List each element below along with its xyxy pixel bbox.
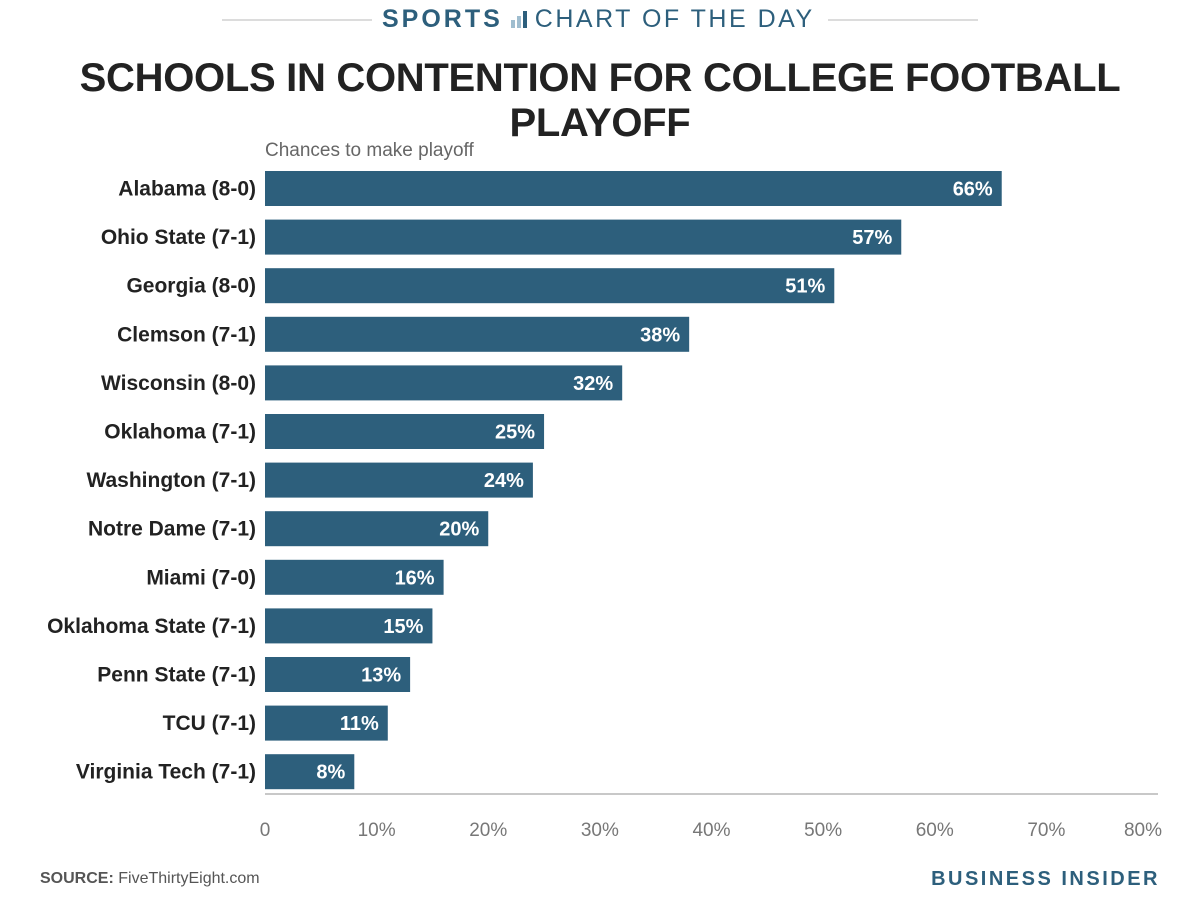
section-brand: SPORTS CHART OF THE DAY (382, 4, 815, 34)
value-label-1: 57% (852, 227, 892, 249)
bar-8 (265, 559, 444, 595)
bar-7 (265, 511, 489, 547)
bar-3 (265, 316, 690, 352)
bar-2 (265, 268, 835, 304)
banner-rule-right (828, 19, 978, 21)
banner-rule-left (222, 19, 372, 21)
section-name: SPORTS (382, 4, 503, 33)
x-tick-label-4: 40% (692, 820, 730, 841)
category-label-5: Oklahoma (7-1) (104, 421, 256, 444)
x-tick-label-0: 0 (260, 820, 271, 841)
bar-4 (265, 365, 623, 401)
x-tick-label-8: 80% (1124, 820, 1162, 841)
category-label-11: TCU (7-1) (163, 712, 256, 735)
source-note: SOURCE: FiveThirtyEight.com (40, 870, 260, 888)
value-label-12: 8% (316, 762, 345, 784)
category-label-0: Alabama (8-0) (118, 178, 256, 201)
category-label-6: Washington (7-1) (86, 469, 256, 492)
value-label-4: 32% (573, 373, 613, 395)
chart-banner: SPORTS CHART OF THE DAY (0, 4, 1200, 34)
bar-12 (265, 754, 355, 790)
section-series: CHART OF THE DAY (534, 4, 815, 33)
value-label-2: 51% (785, 276, 825, 298)
source-value: FiveThirtyEight.com (118, 870, 260, 887)
value-label-6: 24% (484, 470, 524, 492)
category-label-7: Notre Dame (7-1) (88, 518, 256, 541)
source-label: SOURCE: (40, 870, 114, 887)
bar-chart: Alabama (8-0) 66% Ohio State (7-1) 57% Georg… (47, 171, 1162, 841)
value-label-0: 66% (953, 179, 993, 201)
chart-title: SCHOOLS IN CONTENTION FOR COLLEGE FOOTBA… (79, 56, 1121, 145)
bar-0 (265, 171, 1002, 206)
x-tick-label-3: 30% (581, 820, 619, 841)
value-label-8: 16% (395, 567, 435, 589)
category-label-3: Clemson (7-1) (117, 323, 256, 346)
chart-subtitle: Chances to make playoff (265, 140, 474, 161)
category-label-8: Miami (7-0) (146, 566, 256, 589)
bar-chart-icon (510, 10, 527, 28)
x-tick-label-5: 50% (804, 820, 842, 841)
value-label-7: 20% (439, 519, 479, 541)
category-label-4: Wisconsin (8-0) (101, 372, 256, 395)
category-label-12: Virginia Tech (7-1) (76, 761, 256, 784)
bar-6 (265, 462, 533, 498)
value-label-9: 15% (383, 616, 423, 638)
business-insider-logo: BUSINESS INSIDER (931, 868, 1160, 890)
value-label-5: 25% (495, 422, 535, 444)
category-label-9: Oklahoma State (7-1) (47, 615, 256, 638)
bar-10 (265, 657, 411, 692)
x-tick-label-6: 60% (916, 820, 954, 841)
bar-5 (265, 414, 545, 449)
value-label-3: 38% (640, 324, 680, 346)
category-label-10: Penn State (7-1) (97, 664, 256, 687)
value-label-10: 13% (361, 665, 401, 687)
x-tick-label-1: 10% (358, 820, 396, 841)
x-tick-label-7: 70% (1027, 820, 1065, 841)
bar-1 (265, 219, 902, 255)
value-label-11: 11% (340, 713, 379, 735)
bar-11 (265, 705, 388, 741)
category-label-2: Georgia (8-0) (126, 275, 256, 298)
category-label-1: Ohio State (7-1) (101, 226, 256, 249)
bar-9 (265, 608, 433, 644)
x-tick-label-2: 20% (469, 820, 507, 841)
